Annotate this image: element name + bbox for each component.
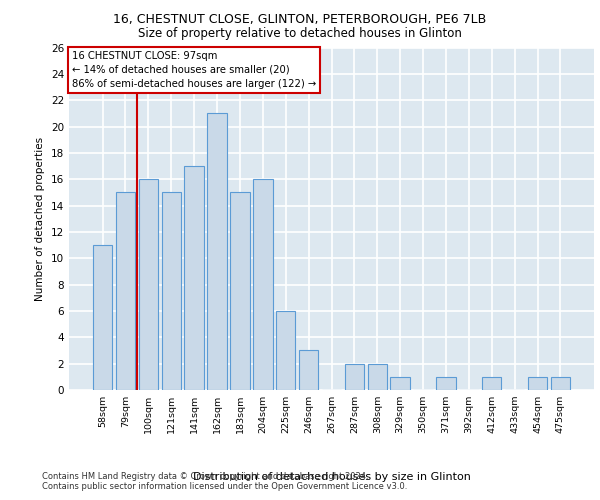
Bar [528, 377, 547, 390]
X-axis label: Distribution of detached houses by size in Glinton: Distribution of detached houses by size … [193, 472, 470, 482]
Bar [184, 166, 204, 390]
Bar [253, 179, 272, 390]
Bar [344, 364, 364, 390]
Bar [161, 192, 181, 390]
Bar [299, 350, 319, 390]
Bar [276, 311, 295, 390]
Bar [208, 114, 227, 390]
Text: 16 CHESTNUT CLOSE: 97sqm
← 14% of detached houses are smaller (20)
86% of semi-d: 16 CHESTNUT CLOSE: 97sqm ← 14% of detach… [71, 51, 316, 89]
Text: Contains public sector information licensed under the Open Government Licence v3: Contains public sector information licen… [42, 482, 407, 491]
Bar [116, 192, 135, 390]
Bar [391, 377, 410, 390]
Y-axis label: Number of detached properties: Number of detached properties [35, 136, 46, 301]
Bar [482, 377, 502, 390]
Bar [368, 364, 387, 390]
Bar [93, 245, 112, 390]
Bar [139, 179, 158, 390]
Bar [230, 192, 250, 390]
Text: Size of property relative to detached houses in Glinton: Size of property relative to detached ho… [138, 28, 462, 40]
Bar [436, 377, 455, 390]
Text: Contains HM Land Registry data © Crown copyright and database right 2024.: Contains HM Land Registry data © Crown c… [42, 472, 368, 481]
Bar [551, 377, 570, 390]
Text: 16, CHESTNUT CLOSE, GLINTON, PETERBOROUGH, PE6 7LB: 16, CHESTNUT CLOSE, GLINTON, PETERBOROUG… [113, 12, 487, 26]
